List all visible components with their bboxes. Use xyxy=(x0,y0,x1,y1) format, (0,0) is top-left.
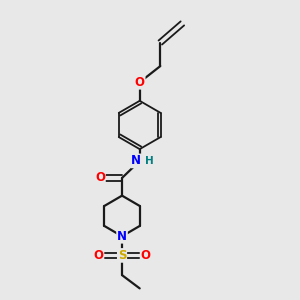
Text: O: O xyxy=(94,249,103,262)
Text: N: N xyxy=(131,154,141,167)
Text: O: O xyxy=(135,76,145,89)
Text: O: O xyxy=(141,249,151,262)
Text: N: N xyxy=(117,230,127,243)
Text: O: O xyxy=(95,172,105,184)
Text: S: S xyxy=(118,249,126,262)
Text: H: H xyxy=(145,156,154,166)
